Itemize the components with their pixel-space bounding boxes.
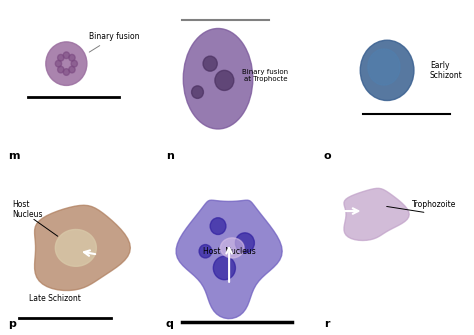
Ellipse shape xyxy=(210,218,226,234)
Ellipse shape xyxy=(236,233,255,253)
Text: r: r xyxy=(324,319,329,329)
Text: Host  Nucleus: Host Nucleus xyxy=(203,247,255,256)
Text: Late Schizont: Late Schizont xyxy=(29,294,81,303)
Polygon shape xyxy=(55,229,96,266)
Ellipse shape xyxy=(199,245,212,258)
Ellipse shape xyxy=(360,40,414,100)
Ellipse shape xyxy=(46,42,87,85)
Text: Binary fusion
at Trophocte: Binary fusion at Trophocte xyxy=(242,69,289,82)
Text: Binary fusion: Binary fusion xyxy=(89,32,139,52)
Ellipse shape xyxy=(58,54,64,61)
Text: o: o xyxy=(324,151,331,161)
Ellipse shape xyxy=(63,69,70,75)
Text: q: q xyxy=(166,319,174,329)
Text: Host
Nucleus: Host Nucleus xyxy=(13,200,43,219)
Ellipse shape xyxy=(213,256,236,280)
Text: n: n xyxy=(166,151,174,161)
Polygon shape xyxy=(35,205,130,290)
Ellipse shape xyxy=(58,66,64,73)
Text: 10µ: 10µ xyxy=(406,246,416,251)
Ellipse shape xyxy=(215,70,234,90)
Text: m: m xyxy=(8,151,19,161)
Ellipse shape xyxy=(368,49,400,85)
Ellipse shape xyxy=(71,60,77,67)
Ellipse shape xyxy=(203,56,217,71)
Text: Early
Schizont: Early Schizont xyxy=(430,61,463,80)
Ellipse shape xyxy=(183,28,253,129)
Text: Trophozoite: Trophozoite xyxy=(412,200,456,209)
Text: p: p xyxy=(8,319,16,329)
Ellipse shape xyxy=(63,52,70,59)
Polygon shape xyxy=(344,188,409,241)
Ellipse shape xyxy=(220,238,244,258)
Ellipse shape xyxy=(69,66,75,73)
Polygon shape xyxy=(176,200,282,319)
Ellipse shape xyxy=(55,60,62,67)
Ellipse shape xyxy=(191,86,203,98)
Ellipse shape xyxy=(69,54,75,61)
